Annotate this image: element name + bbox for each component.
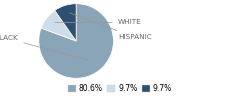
Text: HISPANIC: HISPANIC [70,13,152,40]
Legend: 80.6%, 9.7%, 9.7%: 80.6%, 9.7%, 9.7% [65,81,175,96]
Text: WHITE: WHITE [55,19,142,25]
Wedge shape [41,10,76,41]
Wedge shape [39,4,114,78]
Wedge shape [55,4,76,41]
Text: BLACK: BLACK [0,35,87,60]
